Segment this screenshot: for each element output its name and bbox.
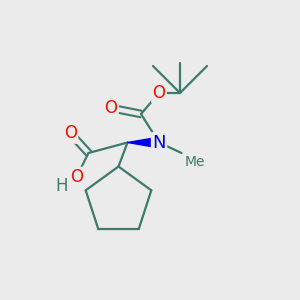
Text: O: O (152, 84, 166, 102)
Text: O: O (64, 124, 77, 142)
Text: Me: Me (185, 155, 206, 170)
Text: H: H (55, 177, 68, 195)
Text: O: O (104, 99, 118, 117)
Text: N: N (152, 134, 166, 152)
Polygon shape (128, 137, 159, 148)
Text: O: O (70, 168, 83, 186)
